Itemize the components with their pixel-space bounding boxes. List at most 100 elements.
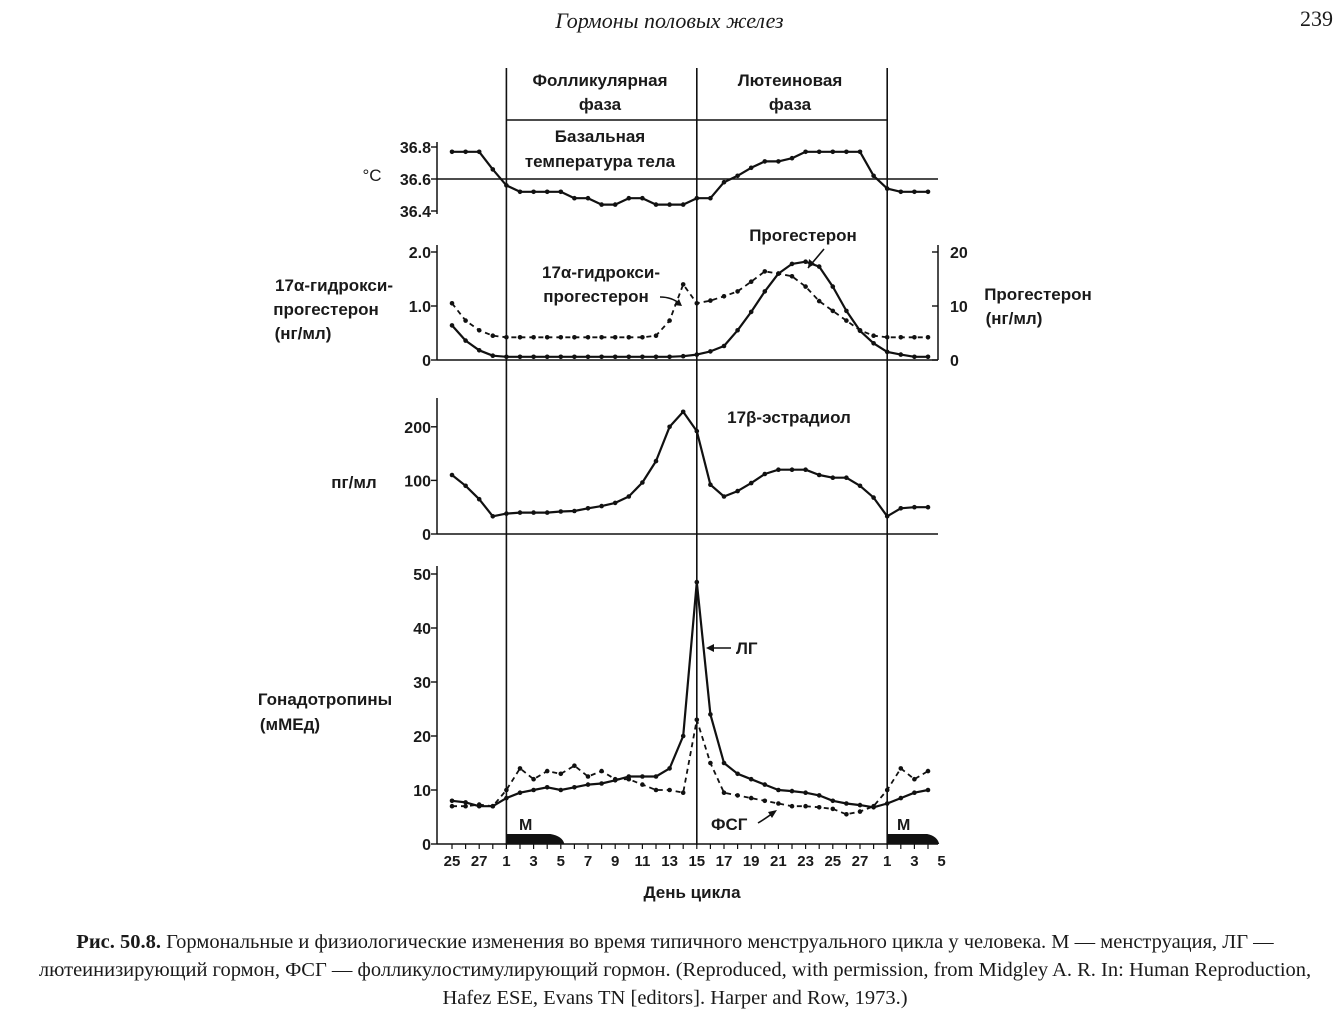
fsh-point-7 — [544, 768, 550, 774]
menstruation-label-2: М — [897, 817, 910, 834]
hydroxyprogesterone-point-33 — [898, 335, 904, 340]
progesterone-point-6 — [531, 354, 536, 360]
hydroxyprogesterone-point-19 — [708, 298, 713, 303]
x-tick-label-3: 3 — [529, 853, 537, 870]
estradiol-line — [451, 410, 928, 518]
running-title: Гормоны половых желез — [555, 8, 784, 33]
temperature-point-28 — [830, 149, 836, 155]
estradiol-point-23 — [762, 471, 768, 477]
lh-point-32 — [884, 801, 890, 806]
estradiol-point-10 — [585, 506, 591, 511]
hydroxyprogesterone-point-17 — [680, 282, 686, 287]
fsh-point-33 — [898, 766, 904, 771]
fsh-point-4 — [504, 787, 509, 793]
progesterone-tick-label-1: 10 — [950, 299, 968, 316]
fsh-point-5 — [517, 766, 523, 771]
hydroxyprogesterone-point-7 — [544, 335, 550, 340]
fsh-point-22 — [748, 795, 754, 801]
temperature-point-32 — [884, 186, 890, 191]
estradiol-point-22 — [748, 480, 754, 486]
hydroxyprogesterone-series-label-line2: прогестерон — [543, 287, 649, 306]
progesterone-point-0 — [449, 323, 455, 328]
hydroxyprogesterone-tick-label-1: 1.0 — [409, 299, 431, 316]
hydroxyprogesterone-point-13 — [626, 335, 632, 340]
progesterone-point-21 — [735, 328, 740, 333]
temperature-point-22 — [748, 165, 754, 171]
estradiol-point-26 — [803, 467, 808, 473]
progesterone-series-label: Прогестерон — [749, 226, 857, 245]
hydroxyprogesterone-axis-label-line1: 17α-гидрокси- — [275, 276, 393, 295]
hydroxyprogesterone-point-18 — [694, 301, 700, 306]
x-tick-label-15: 27 — [852, 853, 869, 870]
estradiol-point-12 — [612, 500, 618, 506]
x-tick-label-6: 9 — [611, 853, 619, 870]
hydroxyprogesterone-point-31 — [871, 333, 876, 339]
gonadotropins-ylabel-line2: (мМЕд) — [260, 715, 320, 734]
temperature-point-21 — [735, 173, 740, 179]
lh-point-25 — [789, 788, 795, 794]
figure-caption: Рис. 50.8. Гормональные и физиологически… — [22, 928, 1328, 1012]
lh-point-18 — [694, 579, 700, 585]
fsh-point-14 — [640, 782, 645, 787]
x-tick-label-2: 1 — [502, 853, 510, 870]
gonadotropins-tick-label-4: 10 — [413, 783, 431, 800]
fsh-point-12 — [612, 776, 618, 782]
hydroxyprogesterone-point-23 — [762, 269, 768, 274]
fsh-pointer-head — [768, 810, 777, 818]
lh-point-20 — [721, 760, 727, 766]
estradiol-tick-label-1: 100 — [404, 473, 431, 490]
temperature-point-1 — [463, 149, 468, 155]
progesterone-point-26 — [803, 259, 808, 265]
gonadotropins-tick-label-5: 0 — [422, 837, 431, 854]
estradiol-point-32 — [884, 514, 890, 519]
temperature-point-9 — [572, 195, 577, 201]
lh-point-26 — [803, 790, 808, 795]
lh-point-19 — [708, 712, 713, 717]
hydroxyprogesterone-series-label-line1: 17α-гидрокси- — [542, 263, 660, 282]
temperature-title-line1: Базальная — [555, 127, 645, 146]
temperature-point-30 — [857, 149, 863, 155]
x-tick-label-12: 21 — [770, 853, 787, 870]
hydroxyprogesterone-point-27 — [816, 298, 822, 304]
fsh-point-9 — [572, 763, 577, 768]
lh-point-29 — [844, 801, 849, 806]
hydroxyprogesterone-point-34 — [912, 335, 917, 340]
estradiol-point-7 — [544, 510, 550, 515]
fsh-point-11 — [599, 768, 604, 774]
progesterone-point-29 — [844, 308, 849, 314]
estradiol-point-6 — [531, 510, 536, 515]
progesterone-point-9 — [572, 354, 577, 360]
lh-point-5 — [517, 790, 523, 795]
fsh-point-26 — [803, 803, 808, 809]
hydroxyprogesterone-point-30 — [857, 328, 863, 333]
follicular-phase-label-line2: фаза — [579, 95, 622, 114]
hydroxyprogesterone-point-26 — [803, 284, 808, 289]
temperature-point-12 — [612, 202, 618, 207]
fsh-point-21 — [735, 793, 740, 798]
fsh-point-17 — [680, 790, 686, 795]
fsh-point-32 — [884, 787, 890, 793]
x-tick-label-0: 25 — [444, 853, 461, 870]
estradiol-point-16 — [667, 424, 672, 430]
hydroxyprogesterone-point-15 — [653, 333, 659, 339]
estradiol-title: 17β-эстрадиол — [727, 408, 851, 427]
x-tick-label-7: 11 — [634, 853, 650, 870]
fsh-point-27 — [816, 805, 822, 810]
fsh-point-29 — [844, 812, 849, 817]
fsh-line — [452, 718, 929, 816]
hydroxyprogesterone-point-29 — [844, 318, 849, 323]
lh-point-22 — [748, 776, 754, 782]
fsh-series-label: ФСГ — [711, 815, 748, 834]
estradiol-point-17 — [680, 409, 686, 415]
progesterone-point-4 — [504, 354, 509, 360]
lh-point-1 — [463, 800, 468, 805]
hydroxyprogesterone-point-1 — [463, 318, 468, 323]
temperature-point-27 — [816, 149, 822, 155]
lh-point-27 — [816, 793, 822, 798]
temperature-point-35 — [925, 189, 931, 195]
hydroxyprogesterone-point-2 — [476, 328, 482, 333]
lh-line — [451, 580, 929, 809]
hydroxyprogesterone-point-21 — [735, 289, 740, 294]
lh-pointer-head — [706, 644, 714, 652]
x-tick-label-9: 15 — [688, 853, 705, 870]
